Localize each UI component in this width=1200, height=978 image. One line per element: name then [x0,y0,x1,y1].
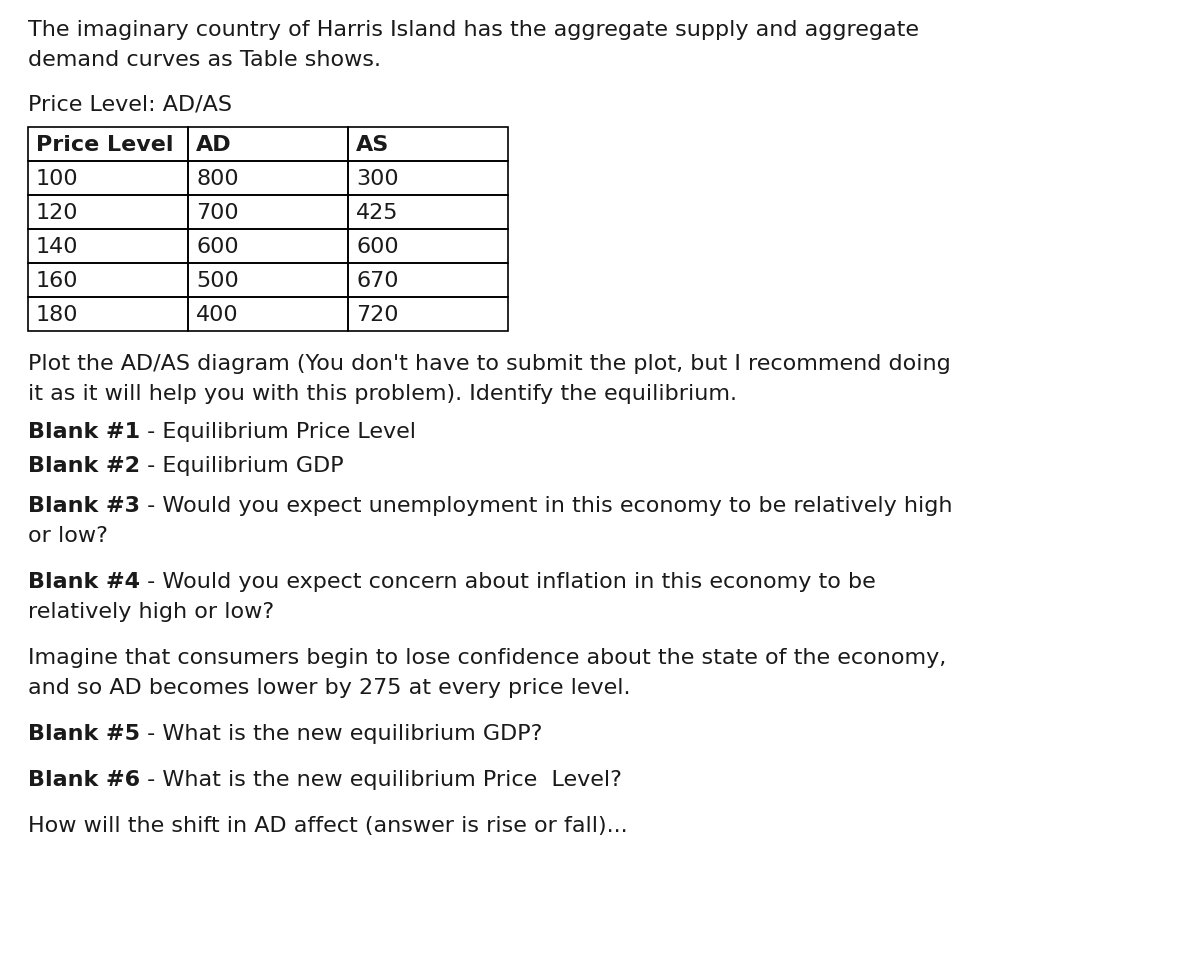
Text: - Equilibrium Price Level: - Equilibrium Price Level [140,422,416,441]
Text: Blank #6: Blank #6 [28,770,140,789]
Text: 800: 800 [196,169,239,189]
Text: Blank #5: Blank #5 [28,724,140,743]
Text: 700: 700 [196,202,239,223]
Text: 300: 300 [356,169,398,189]
Bar [188,128,348,161]
Text: - What is the new equilibrium Price  Level?: - What is the new equilibrium Price Leve… [140,770,622,789]
Bar [348,128,508,161]
Text: 600: 600 [196,237,239,257]
Bar [28,264,188,297]
Bar [28,297,188,332]
Text: - Equilibrium GDP: - Equilibrium GDP [140,456,343,475]
Text: Price Level: AD/AS: Price Level: AD/AS [28,94,232,113]
Text: 180: 180 [36,305,78,325]
Text: - What is the new equilibrium GDP?: - What is the new equilibrium GDP? [140,724,542,743]
Text: Plot the AD/AS diagram (You don't have to submit the plot, but I recommend doing: Plot the AD/AS diagram (You don't have t… [28,354,950,374]
Text: 140: 140 [36,237,78,257]
Text: - Would you expect unemployment in this economy to be relatively high: - Would you expect unemployment in this … [140,496,953,515]
Bar [188,230,348,264]
Text: 425: 425 [356,202,398,223]
Text: or low?: or low? [28,525,108,546]
Text: 160: 160 [36,271,78,290]
Bar [348,230,508,264]
Text: relatively high or low?: relatively high or low? [28,601,274,621]
Text: 500: 500 [196,271,239,290]
Text: Blank #4: Blank #4 [28,571,140,592]
Bar [28,230,188,264]
Bar [188,264,348,297]
Bar [188,161,348,196]
Text: The imaginary country of Harris Island has the aggregate supply and aggregate: The imaginary country of Harris Island h… [28,20,919,40]
Bar [28,161,188,196]
Text: 600: 600 [356,237,398,257]
Text: - Would you expect concern about inflation in this economy to be: - Would you expect concern about inflati… [140,571,876,592]
Text: and so AD becomes lower by 275 at every price level.: and so AD becomes lower by 275 at every … [28,678,630,697]
Bar [188,196,348,230]
Bar [348,297,508,332]
Bar [348,264,508,297]
Text: demand curves as Table shows.: demand curves as Table shows. [28,50,382,70]
Text: Blank #3: Blank #3 [28,496,140,515]
Text: 400: 400 [196,305,239,325]
Text: Price Level: Price Level [36,135,174,155]
Text: AD: AD [196,135,232,155]
Text: it as it will help you with this problem). Identify the equilibrium.: it as it will help you with this problem… [28,383,737,404]
Bar [28,128,188,161]
Text: 100: 100 [36,169,79,189]
Text: How will the shift in AD affect (answer is rise or fall)...: How will the shift in AD affect (answer … [28,816,628,835]
Text: Blank #2: Blank #2 [28,456,140,475]
Bar [28,196,188,230]
Bar [348,161,508,196]
Text: 120: 120 [36,202,78,223]
Bar [348,196,508,230]
Text: 720: 720 [356,305,398,325]
Bar [188,297,348,332]
Text: Imagine that consumers begin to lose confidence about the state of the economy,: Imagine that consumers begin to lose con… [28,647,947,667]
Text: AS: AS [356,135,389,155]
Text: Blank #1: Blank #1 [28,422,140,441]
Text: 670: 670 [356,271,398,290]
